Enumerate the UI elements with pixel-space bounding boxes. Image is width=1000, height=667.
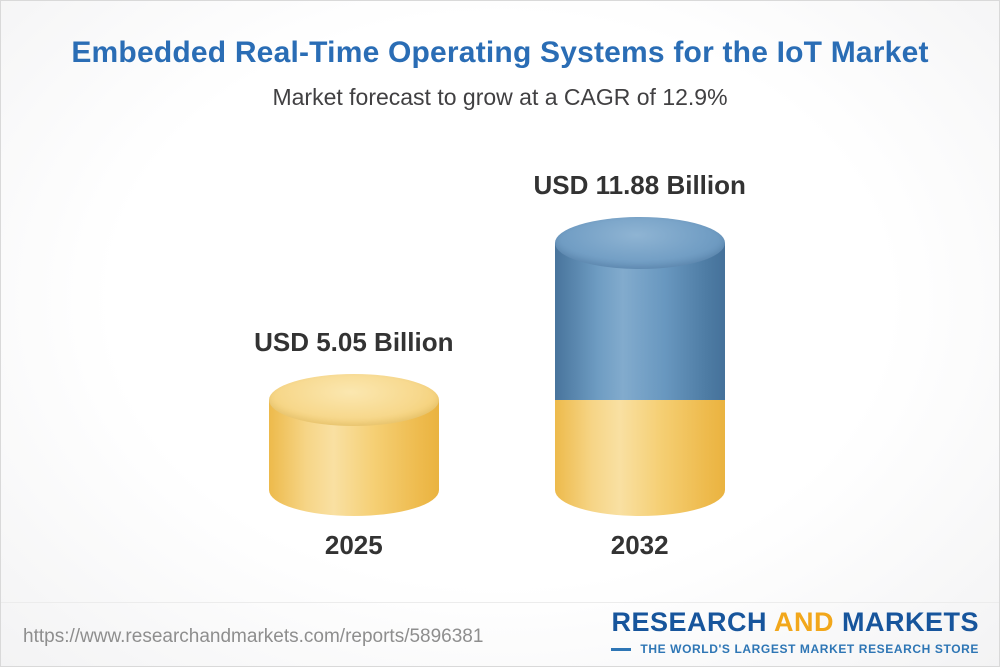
report-url: https://www.researchandmarkets.com/repor… xyxy=(23,626,484,647)
cylinder-2032 xyxy=(554,216,725,516)
bar-category-label: 2025 xyxy=(324,530,383,560)
header: Embedded Real-Time Operating Systems for… xyxy=(1,35,999,111)
bar-value-label: USD 11.88 Billion xyxy=(533,169,746,200)
research-and-markets-logo: RESEARCH AND MARKETS THE WORLD'S LARGEST… xyxy=(611,607,979,656)
logo-word-markets: MARKETS xyxy=(842,607,979,637)
segment-base xyxy=(554,399,725,516)
logo-tagline: THE WORLD'S LARGEST MARKET RESEARCH STOR… xyxy=(640,642,979,656)
cylinder-top xyxy=(554,216,725,269)
logo-wordmark: RESEARCH AND MARKETS xyxy=(611,607,979,638)
page-subtitle: Market forecast to grow at a CAGR of 12.… xyxy=(272,84,728,110)
cylinder-top xyxy=(268,373,439,426)
logo-word-and: AND xyxy=(773,607,834,637)
bar-group-2032: USD 11.88 Billion 2032 xyxy=(533,170,745,561)
page-title: Embedded Real-Time Operating Systems for… xyxy=(71,36,929,69)
logo-tagline-row: THE WORLD'S LARGEST MARKET RESEARCH STOR… xyxy=(611,642,979,656)
cylinder-2025 xyxy=(268,373,439,516)
bar-value-label: USD 5.05 Billion xyxy=(254,326,454,357)
segment-growth xyxy=(554,242,725,400)
bar-category-label: 2032 xyxy=(610,530,669,560)
footer: https://www.researchandmarkets.com/repor… xyxy=(1,602,999,666)
logo-rule-line xyxy=(611,647,632,651)
chart-row: USD 5.05 Billion 2025 USD 11.88 Billion 203… xyxy=(1,1,999,561)
logo-word-research: RESEARCH xyxy=(611,607,767,637)
bar-group-2025: USD 5.05 Billion 2025 xyxy=(254,327,453,561)
